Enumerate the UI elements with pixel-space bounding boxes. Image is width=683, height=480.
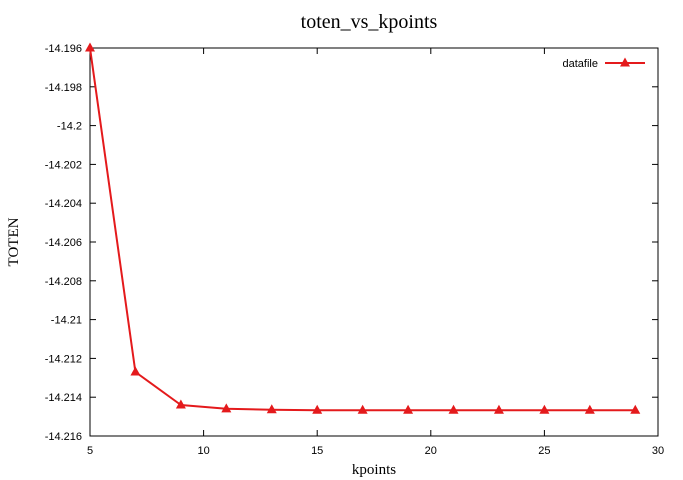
- x-tick-label: 25: [538, 445, 550, 457]
- x-tick-label: 5: [87, 445, 93, 457]
- y-tick-label: -14.196: [45, 43, 82, 55]
- y-tick-label: -14.202: [45, 159, 82, 171]
- y-tick-label: -14.2: [57, 121, 82, 133]
- data-point: [175, 399, 186, 409]
- x-tick-label: 10: [197, 445, 209, 457]
- data-point: [448, 404, 459, 414]
- y-tick-label: -14.21: [51, 315, 82, 327]
- x-tick-label: 20: [425, 445, 437, 457]
- y-tick-label: -14.212: [45, 353, 82, 365]
- legend-label: datafile: [563, 58, 598, 70]
- legend: datafile: [563, 57, 645, 70]
- chart-title: toten_vs_kpoints: [301, 11, 438, 33]
- plot-frame: [89, 47, 659, 437]
- y-tick-label: -14.204: [45, 198, 82, 210]
- y-tick-label: -14.208: [45, 276, 82, 288]
- y-tick-label: -14.206: [45, 237, 82, 249]
- series-layer: [85, 42, 641, 414]
- data-point: [85, 42, 95, 52]
- y-tick-label: -14.198: [45, 82, 82, 94]
- y-axis-label: TOTEN: [6, 217, 22, 266]
- x-tick-label: 30: [652, 445, 664, 457]
- x-axis-label: kpoints: [352, 462, 396, 478]
- data-point: [630, 404, 641, 414]
- series-line: [89, 47, 636, 412]
- data-point: [357, 404, 368, 414]
- data-point: [312, 404, 323, 414]
- data-point: [584, 404, 595, 414]
- data-point: [130, 366, 141, 376]
- legend-marker: [620, 57, 630, 67]
- y-tick-label: -14.214: [45, 392, 82, 404]
- x-axis: 5 10 15 20 25 30: [87, 48, 664, 457]
- data-point: [493, 404, 504, 414]
- data-point: [403, 404, 414, 414]
- x-tick-label: 15: [311, 445, 323, 457]
- y-tick-label: -14.216: [45, 431, 82, 443]
- data-point: [266, 404, 277, 414]
- data-point: [221, 403, 232, 413]
- data-point: [539, 404, 550, 414]
- y-axis: -14.196 -14.198 -14.2 -14.202 -14.204 -14.206…: [45, 43, 658, 443]
